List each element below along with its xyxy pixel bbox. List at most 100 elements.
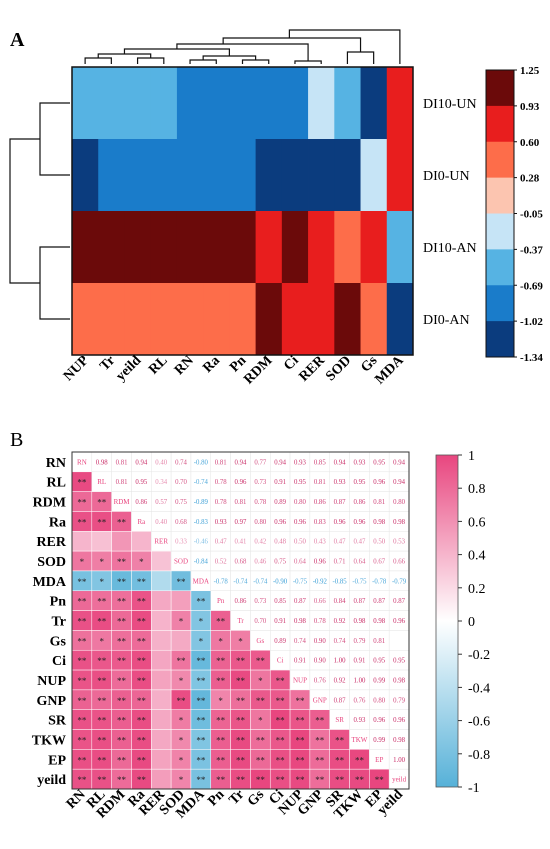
correlation-value: -0.83	[194, 519, 209, 526]
heatmap-cell	[176, 211, 204, 284]
column-label: RER	[297, 353, 329, 385]
column-label: RDM	[241, 353, 275, 387]
correlation-value: 0.47	[353, 539, 365, 546]
diagonal-label: RL	[97, 478, 106, 486]
heatmap-cell	[98, 67, 125, 140]
significance-mark: **	[137, 716, 147, 726]
significance-mark: *	[218, 696, 223, 706]
row-dendrogram-link	[39, 246, 70, 320]
row-label: SR	[48, 714, 67, 729]
correlation-value: 0.80	[373, 697, 385, 704]
correlation-value: 0.91	[274, 479, 286, 486]
correlation-value: 0.73	[254, 479, 266, 486]
colorbar-tick-label: 0.2	[468, 582, 486, 597]
correlation-value: 0.96	[274, 519, 286, 526]
correlation-value: -0.78	[372, 578, 387, 585]
correlation-value: 1.00	[353, 677, 365, 684]
correlation-value: 0.98	[393, 677, 405, 684]
correlation-value: 0.91	[274, 618, 286, 625]
significance-mark: **	[335, 735, 345, 745]
colorbar-tick-label: 0.4	[468, 549, 486, 564]
significance-mark: **	[77, 676, 87, 686]
significance-mark: **	[97, 517, 107, 527]
correlation-value: -0.75	[352, 578, 367, 585]
colorbar-segment	[486, 141, 514, 179]
correlation-value: -0.75	[293, 578, 308, 585]
correlation-value: 0.98	[353, 618, 365, 625]
correlation-value: 0.50	[373, 539, 385, 546]
significance-mark: *	[179, 716, 184, 726]
significance-mark: **	[117, 517, 127, 527]
column-label: Ra	[200, 353, 223, 376]
correlation-value: 0.34	[155, 479, 167, 486]
significance-mark: **	[236, 775, 246, 785]
heatmap-cell	[98, 139, 125, 212]
correlation-value: 0.71	[334, 559, 346, 566]
heatmap-cell	[334, 283, 361, 356]
colorbar-tick-label: -0.8	[468, 748, 490, 763]
correlation-value: 0.73	[254, 598, 266, 605]
significance-mark: **	[335, 775, 345, 785]
correlation-value: -0.74	[194, 479, 209, 486]
correlation-value: 0.92	[334, 677, 346, 684]
correlation-value: 0.66	[314, 598, 326, 605]
correlation-value: 0.87	[373, 598, 385, 605]
correlation-value: 0.96	[314, 559, 326, 566]
diagonal-label: Tr	[237, 617, 244, 625]
heatmap-cell	[98, 283, 125, 356]
heatmap-cell	[255, 67, 283, 140]
column-dendrogram-link	[294, 60, 322, 64]
row-label: Ra	[49, 515, 66, 530]
row-label: Gs	[50, 634, 67, 649]
correlation-value: 0.79	[393, 697, 405, 704]
correlation-value: 0.70	[254, 618, 266, 625]
correlation-value: 0.93	[334, 479, 346, 486]
heatmap-cell	[360, 283, 388, 356]
significance-mark: **	[295, 696, 305, 706]
column-dendrogram-link	[222, 37, 362, 52]
correlation-value: 0.86	[353, 499, 365, 506]
heatmap-cell	[308, 211, 335, 284]
diagonal-label: Pn	[217, 597, 225, 605]
row-label: yeild	[37, 773, 66, 788]
colorbar-tick-label: -0.2	[468, 648, 490, 663]
correlation-value: 0.68	[235, 559, 247, 566]
column-dendrogram-link	[189, 59, 217, 64]
heatmap-cell	[334, 67, 361, 140]
significance-mark: *	[258, 716, 263, 726]
heatmap-cell	[72, 283, 99, 356]
correlation-value: -0.90	[273, 578, 288, 585]
heatmap-cell	[124, 139, 152, 212]
lower-cell	[151, 689, 172, 710]
correlation-value: 0.78	[254, 499, 266, 506]
correlation-value: 0.94	[334, 459, 346, 466]
significance-mark: **	[236, 716, 246, 726]
correlation-value: 0.80	[393, 499, 405, 506]
correlation-value: 0.87	[393, 598, 405, 605]
significance-mark: **	[117, 775, 127, 785]
significance-mark: **	[276, 716, 286, 726]
correlation-value: 0.94	[135, 459, 147, 466]
correlation-value: 0.75	[274, 559, 286, 566]
lower-cell	[111, 531, 132, 552]
correlation-value: 0.94	[274, 459, 286, 466]
correlation-value: 0.95	[373, 459, 385, 466]
correlation-value: 0.77	[254, 459, 266, 466]
correlation-value: 0.93	[215, 519, 227, 526]
lower-cell	[151, 709, 172, 730]
diagonal-label: RER	[154, 538, 168, 546]
correlation-value: 0.76	[314, 677, 326, 684]
correlation-value: 0.68	[175, 519, 187, 526]
correlation-value: 0.43	[314, 539, 326, 546]
significance-mark: **	[117, 557, 127, 567]
significance-mark: **	[256, 696, 266, 706]
heatmap-cell	[229, 211, 257, 284]
row-label: MDA	[33, 575, 67, 590]
significance-mark: **	[137, 735, 147, 745]
diagonal-label: SR	[335, 716, 344, 724]
correlation-value: 0.47	[215, 539, 227, 546]
significance-mark: **	[196, 755, 206, 765]
correlation-value: 0.80	[254, 519, 266, 526]
significance-mark: **	[97, 617, 107, 627]
correlation-value: 0.89	[274, 638, 286, 645]
